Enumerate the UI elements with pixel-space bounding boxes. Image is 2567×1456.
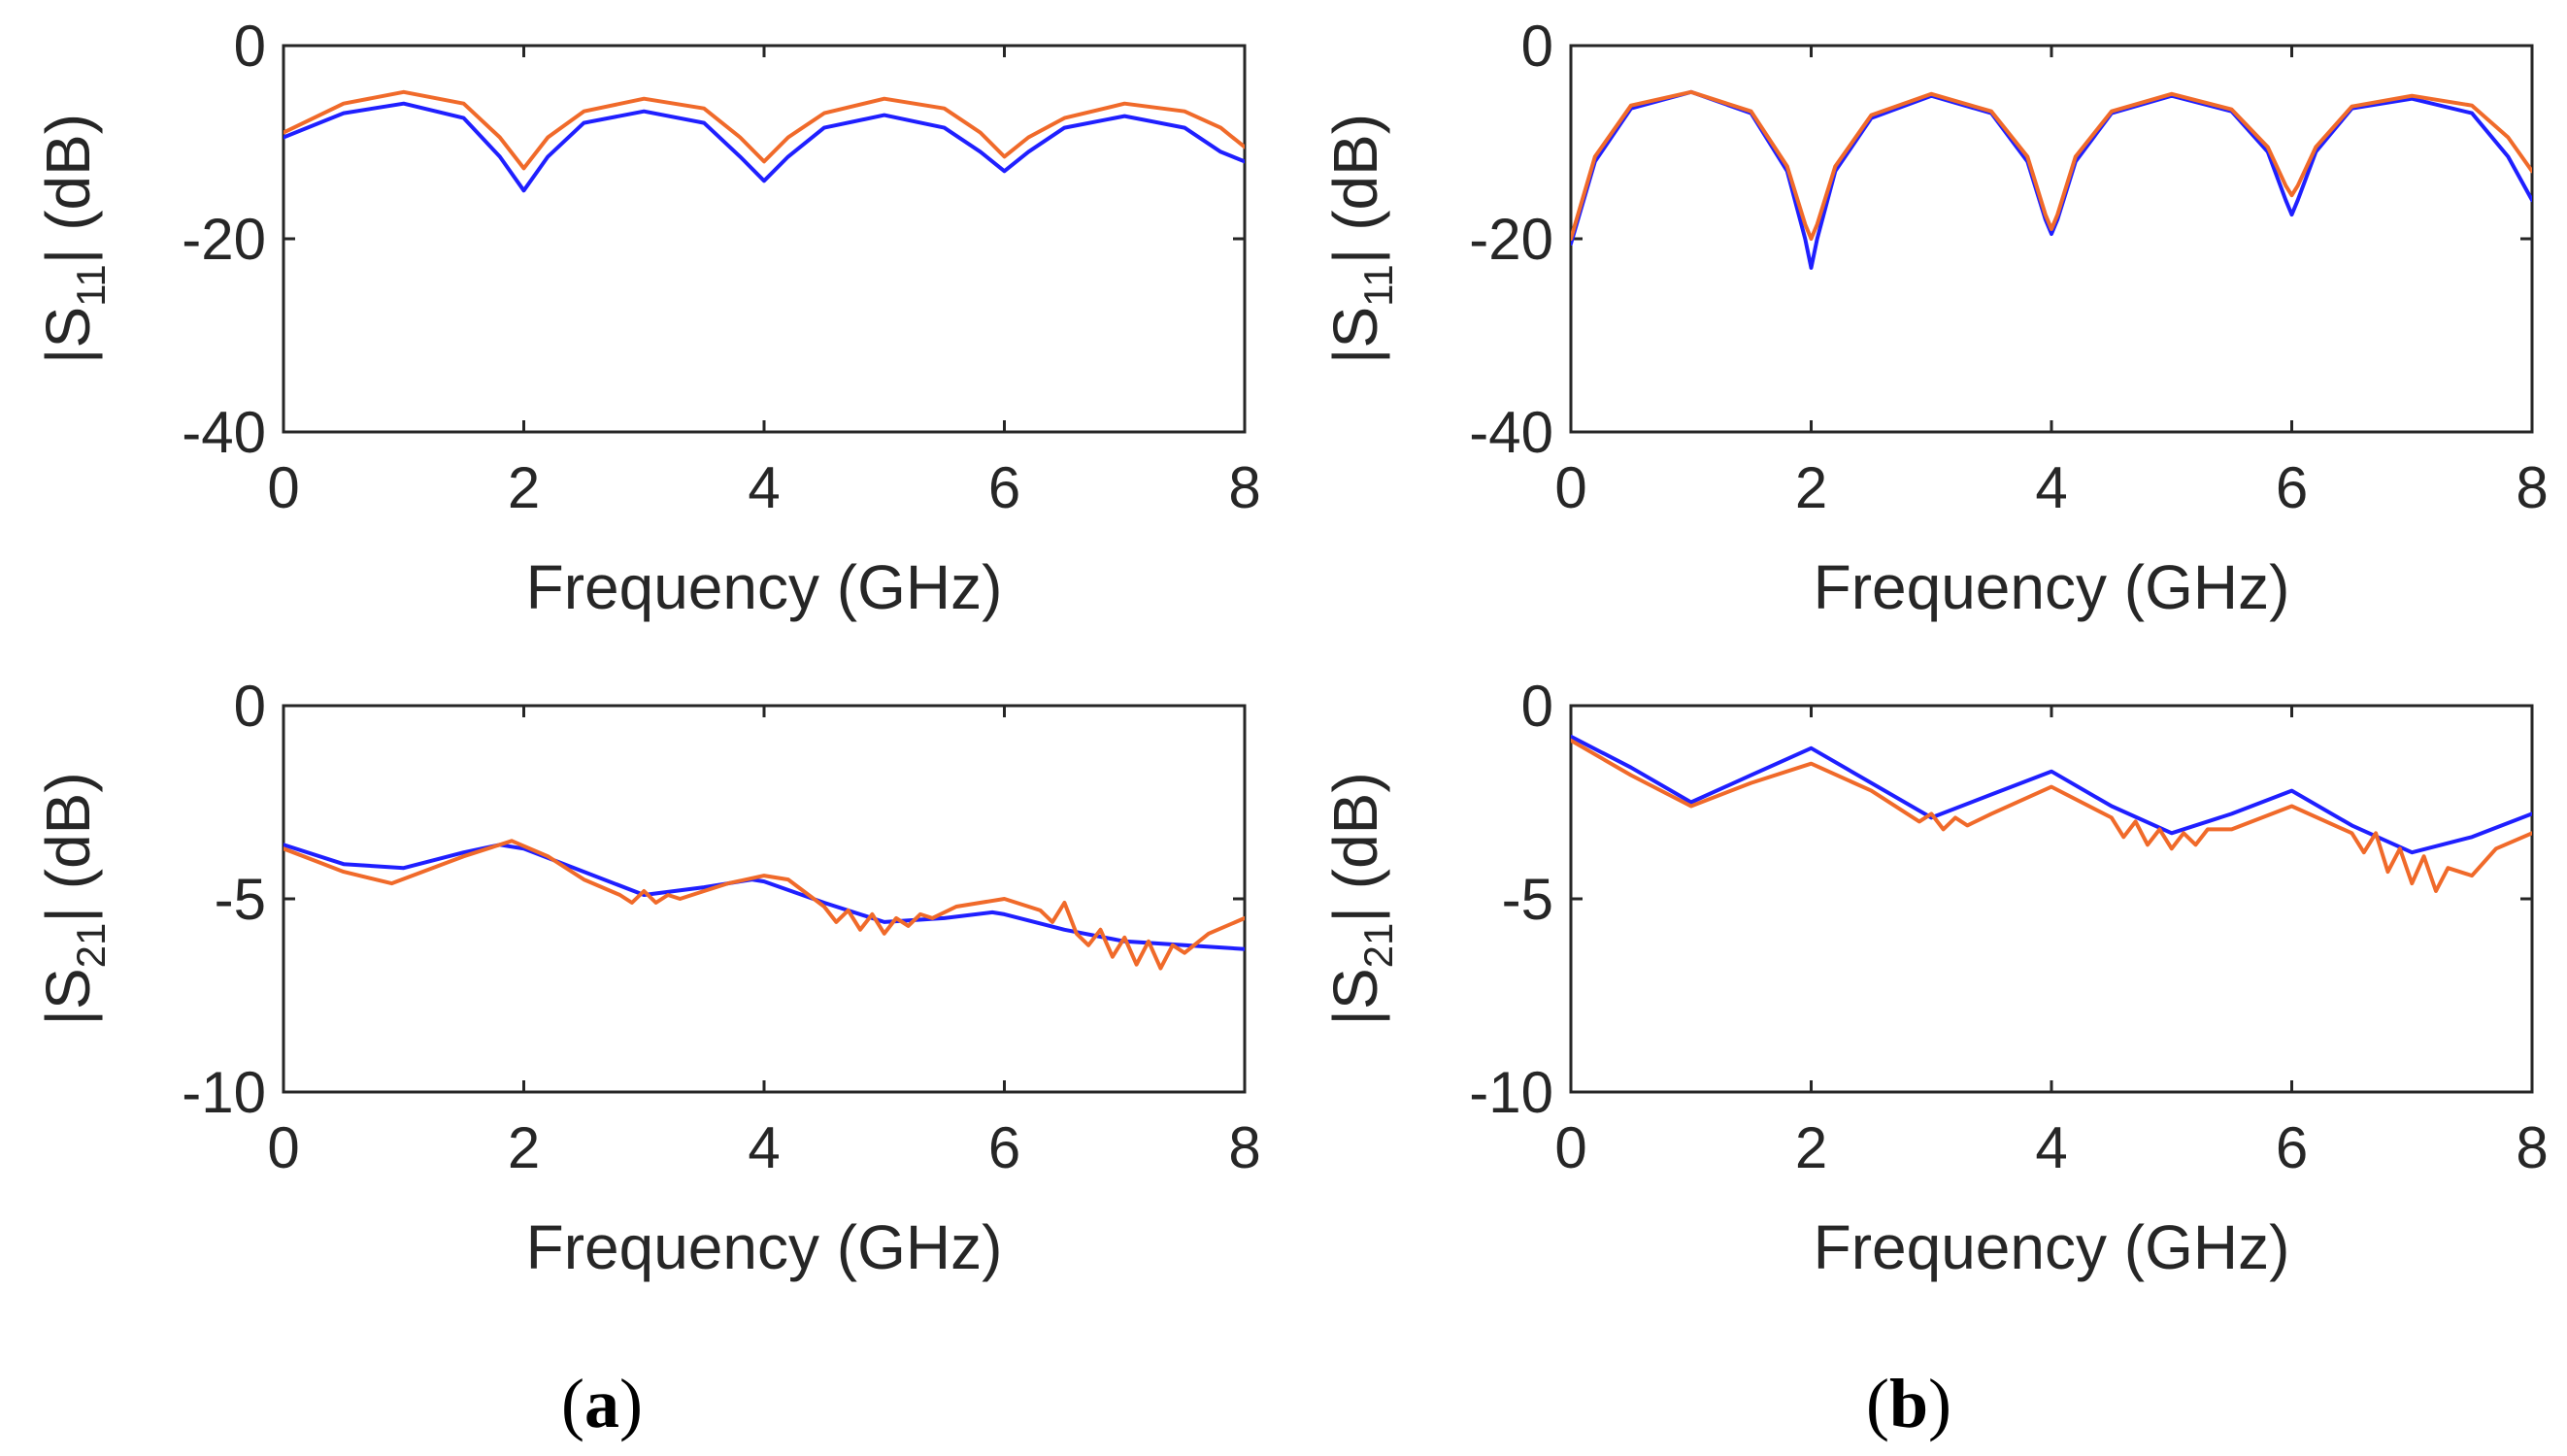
chart-b-top: 0 2 4 6 8 0 -20 -40 Frequency (GHz) |S11| (dB)	[1320, 14, 2549, 622]
y-tick-label: -10	[1469, 1060, 1553, 1125]
x-tick-label: 6	[2276, 1115, 2308, 1180]
x-tick-label: 0	[267, 455, 299, 520]
x-axis-title: Frequency (GHz)	[526, 1212, 1003, 1282]
y-tick-label: -10	[182, 1060, 266, 1125]
y-axis-title-sub: 11	[68, 264, 114, 307]
y-axis-title-sub: 21	[68, 923, 114, 969]
series-line-blue	[283, 101, 1245, 193]
panel-label-a-close: )	[618, 1365, 643, 1442]
x-tick-label: 2	[1795, 1115, 1827, 1180]
x-tick-label: 4	[748, 1115, 780, 1180]
y-tick-label: 0	[1521, 14, 1553, 79]
panel-label-b-letter: b	[1888, 1365, 1929, 1442]
panel-label-a: (a)	[561, 1364, 643, 1444]
series-group-b-top	[1571, 89, 2532, 270]
series-group-a-top	[283, 89, 1245, 193]
y-axis-title-rest: | (dB)	[1320, 772, 1390, 922]
y-axis-title: |S21| (dB)	[33, 772, 114, 1025]
y-tick-label: -5	[1502, 867, 1553, 932]
series-line-blue	[283, 843, 1245, 951]
x-tick-label: 0	[1554, 455, 1586, 520]
x-tick-label: 2	[1795, 455, 1827, 520]
x-axis-title: Frequency (GHz)	[526, 552, 1003, 622]
y-axis-title: |S21| (dB)	[1320, 772, 1401, 1025]
x-tick-label: 6	[2276, 455, 2308, 520]
y-axis-title-main: |S	[33, 968, 103, 1025]
plot-area-a-top	[282, 44, 1247, 434]
y-axis-title-sub: 21	[1355, 923, 1401, 969]
series-group-a-bottom	[283, 839, 1245, 971]
x-tick-label: 8	[2516, 455, 2548, 520]
x-tick-label: 4	[748, 455, 780, 520]
y-tick-label: -40	[1469, 400, 1553, 465]
plot-area-b-bottom	[1569, 704, 2534, 1094]
y-tick-label: 0	[234, 674, 266, 739]
y-tick-label: -20	[1469, 207, 1553, 272]
panel-label-b-close: )	[1928, 1365, 1952, 1442]
y-axis-title-main: |S	[1320, 307, 1390, 364]
x-tick-label: 0	[267, 1115, 299, 1180]
y-tick-label: -40	[182, 400, 266, 465]
y-axis-title-main: |S	[33, 307, 103, 364]
y-axis-title: |S11| (dB)	[33, 114, 114, 364]
x-tick-label: 6	[988, 455, 1020, 520]
x-tick-label: 2	[508, 1115, 540, 1180]
y-tick-label: -5	[215, 867, 266, 932]
x-tick-label: 6	[988, 1115, 1020, 1180]
panel-label-b-open: (	[1866, 1365, 1889, 1442]
x-axis-title: Frequency (GHz)	[1814, 552, 2290, 622]
chart-a-bottom: 0 2 4 6 8 0 -5 -10 Frequency (GHz) |S21| (dB)	[33, 674, 1261, 1282]
y-axis-title: |S11| (dB)	[1320, 114, 1401, 364]
x-axis-title: Frequency (GHz)	[1814, 1212, 2290, 1282]
chart-a-top: 0 2 4 6 8 0 -20 -40 Frequency (GHz) |S11| (dB)	[33, 14, 1261, 622]
panel-label-b: (b)	[1866, 1364, 1951, 1444]
x-tick-label: 4	[2035, 1115, 2067, 1180]
panel-label-a-open: (	[561, 1365, 584, 1442]
y-axis-title-rest: | (dB)	[1320, 114, 1390, 264]
series-line-orange	[1571, 89, 2532, 241]
y-tick-label: -20	[182, 207, 266, 272]
y-axis-title-rest: | (dB)	[33, 114, 103, 264]
plot-area-a-bottom	[282, 704, 1247, 1094]
x-tick-label: 0	[1554, 1115, 1586, 1180]
series-group-b-bottom	[1571, 734, 2532, 893]
x-tick-label: 4	[2035, 455, 2067, 520]
y-axis-title-main: |S	[1320, 968, 1390, 1025]
x-tick-label: 8	[1228, 455, 1260, 520]
series-line-orange	[283, 89, 1245, 171]
chart-b-bottom: 0 2 4 6 8 0 -5 -10 Frequency (GHz) |S21| (dB)	[1320, 674, 2549, 1282]
y-axis-title-sub: 11	[1355, 264, 1401, 307]
panel-label-a-letter: a	[583, 1365, 619, 1442]
x-tick-label: 2	[508, 455, 540, 520]
y-tick-label: 0	[1521, 674, 1553, 739]
series-line-orange	[1571, 738, 2532, 893]
y-tick-label: 0	[234, 14, 266, 79]
series-line-blue	[1571, 734, 2532, 855]
x-tick-label: 8	[1228, 1115, 1260, 1180]
y-axis-title-rest: | (dB)	[33, 772, 103, 922]
x-tick-label: 8	[2516, 1115, 2548, 1180]
series-line-orange	[283, 839, 1245, 971]
